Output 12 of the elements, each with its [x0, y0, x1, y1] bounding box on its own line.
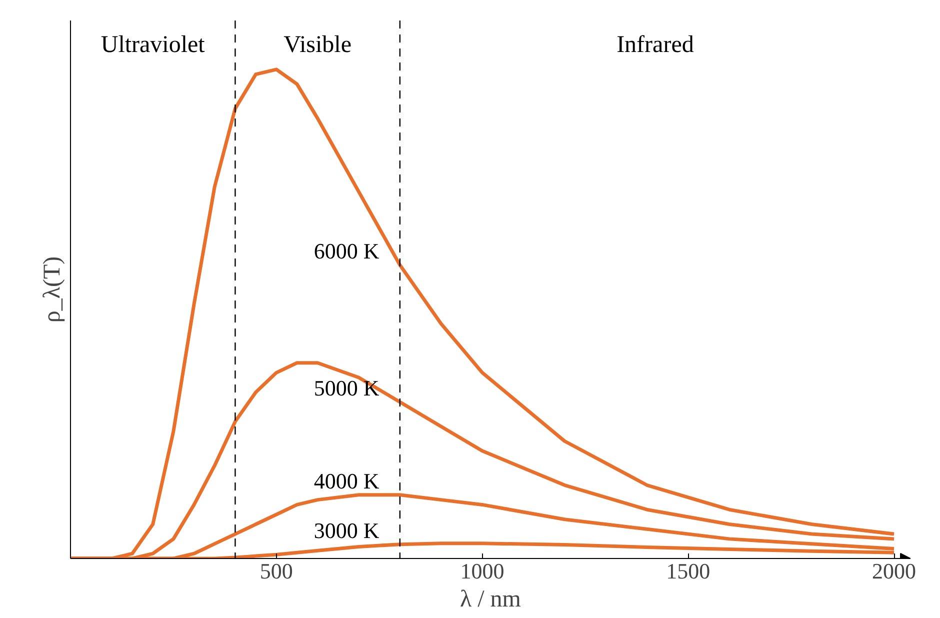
x-tick-label: 1000	[460, 558, 504, 584]
x-axis-title: λ / nm	[460, 586, 522, 612]
text: Visible	[284, 32, 352, 58]
text: Ultraviolet	[100, 32, 206, 58]
series-label: 6000 K	[314, 238, 380, 264]
series-label: 3000 K	[314, 518, 380, 543]
series-label: 4000 K	[314, 468, 380, 494]
x-tick-label: 1500	[666, 558, 710, 584]
x-tick-label: 500	[260, 558, 293, 584]
text: Infrared	[616, 32, 694, 58]
y-axis-title: ρ_λ(T)	[40, 256, 66, 323]
x-tick-label: 2000	[872, 558, 916, 584]
